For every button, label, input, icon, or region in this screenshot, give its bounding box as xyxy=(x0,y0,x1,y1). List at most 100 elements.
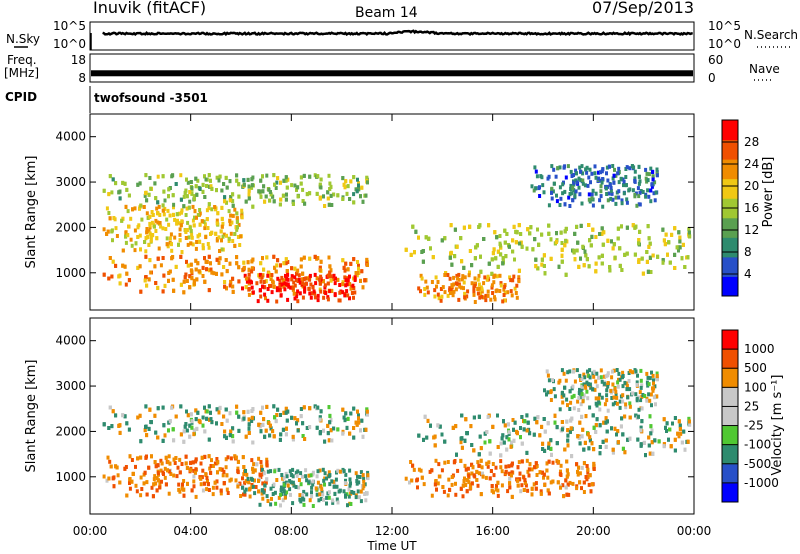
echo-cell xyxy=(636,414,640,419)
echo-cell xyxy=(244,276,248,281)
echo-cell xyxy=(543,483,547,487)
echo-cell xyxy=(261,174,264,179)
echo-cell xyxy=(436,280,440,284)
colorbar-segment xyxy=(722,159,738,180)
echo-cell xyxy=(587,446,591,451)
echo-cell xyxy=(600,180,604,185)
echo-cell xyxy=(571,198,575,203)
echo-cell xyxy=(253,478,256,483)
echo-cell xyxy=(606,381,610,385)
echo-cell xyxy=(625,200,629,205)
echo-cell xyxy=(169,472,173,476)
echo-cell xyxy=(115,234,119,238)
echo-cell xyxy=(216,460,220,465)
echo-cell xyxy=(625,165,629,170)
noise-panel: N.Sky 10^5 10^0 10^5 10^0 N.Search xyxy=(6,19,798,51)
echo-cell xyxy=(182,479,186,483)
echo-cell xyxy=(112,216,116,220)
echo-cell xyxy=(566,403,569,408)
echo-cell xyxy=(581,399,585,404)
echo-cell xyxy=(568,429,572,434)
echo-cell xyxy=(625,383,629,388)
echo-cell xyxy=(598,423,602,428)
echo-cell xyxy=(566,164,570,169)
echo-cell xyxy=(250,266,254,271)
echo-cell xyxy=(598,392,602,397)
echo-cell xyxy=(501,433,505,438)
echo-cell xyxy=(430,468,434,473)
echo-cell xyxy=(572,406,576,411)
echo-cell xyxy=(162,273,166,278)
echo-cell xyxy=(265,494,269,499)
echo-cell xyxy=(604,438,608,443)
echo-cell xyxy=(587,192,591,197)
echo-cell xyxy=(565,397,569,402)
echo-cell xyxy=(215,218,219,223)
echo-cell xyxy=(185,177,188,182)
echo-cell xyxy=(172,457,176,462)
echo-cell xyxy=(149,420,153,425)
echo-cell xyxy=(611,176,615,181)
echo-cell xyxy=(635,380,639,385)
echo-cell xyxy=(325,495,329,500)
echo-cell xyxy=(220,238,223,243)
echo-cell xyxy=(618,399,622,404)
echo-cell xyxy=(469,485,473,490)
echo-cell xyxy=(459,440,463,445)
echo-cell xyxy=(633,178,637,183)
echo-cell xyxy=(648,255,652,260)
echo-cell xyxy=(504,469,508,474)
echo-cell xyxy=(125,493,129,498)
echo-cell xyxy=(217,260,221,265)
echo-cell xyxy=(644,176,648,181)
echo-cell xyxy=(192,278,196,283)
echo-cell xyxy=(464,417,468,422)
echo-cell xyxy=(190,276,194,281)
echo-cell xyxy=(634,413,638,418)
echo-cell xyxy=(296,469,300,474)
echo-cell xyxy=(219,229,223,234)
echo-cell xyxy=(433,443,437,448)
echo-cell xyxy=(241,455,245,460)
echo-cell xyxy=(233,207,237,212)
echo-cell xyxy=(201,488,205,493)
echo-cell xyxy=(150,210,154,214)
echo-cell xyxy=(648,451,652,456)
echo-cell xyxy=(163,466,167,471)
echo-cell xyxy=(540,470,544,475)
echo-cell xyxy=(291,286,295,291)
echo-cell xyxy=(336,193,340,198)
echo-cell xyxy=(226,491,230,495)
echo-cell xyxy=(260,488,264,493)
x-axis-ticks: 00:00 04:00 08:00 12:00 16:00 20:00 00:00 xyxy=(73,114,711,538)
colorbar-segment xyxy=(722,330,738,350)
echo-cell xyxy=(475,478,479,482)
echo-cell xyxy=(175,212,179,217)
echo-cell xyxy=(588,368,592,373)
echo-cell xyxy=(414,229,418,234)
velocity-frame xyxy=(89,317,695,515)
echo-cell xyxy=(590,482,594,487)
echo-cell xyxy=(336,427,340,432)
echo-cell xyxy=(272,482,276,487)
echo-cell xyxy=(443,290,447,295)
echo-cell xyxy=(185,194,189,199)
echo-cell xyxy=(651,373,655,378)
echo-cell xyxy=(284,175,288,180)
echo-cell xyxy=(114,226,118,231)
echo-cell xyxy=(613,426,617,431)
echo-cell xyxy=(499,453,503,458)
echo-cell xyxy=(326,281,330,286)
echo-cell xyxy=(628,187,632,192)
echo-cell xyxy=(193,281,196,286)
echo-cell xyxy=(138,264,142,269)
echo-cell xyxy=(223,195,227,200)
echo-cell xyxy=(617,180,621,185)
echo-cell xyxy=(131,471,135,476)
echo-cell xyxy=(455,244,459,249)
echo-cell xyxy=(592,447,596,452)
echo-cell xyxy=(612,368,616,373)
echo-cell xyxy=(282,482,286,487)
echo-cell xyxy=(586,470,590,475)
echo-cell xyxy=(619,176,623,181)
